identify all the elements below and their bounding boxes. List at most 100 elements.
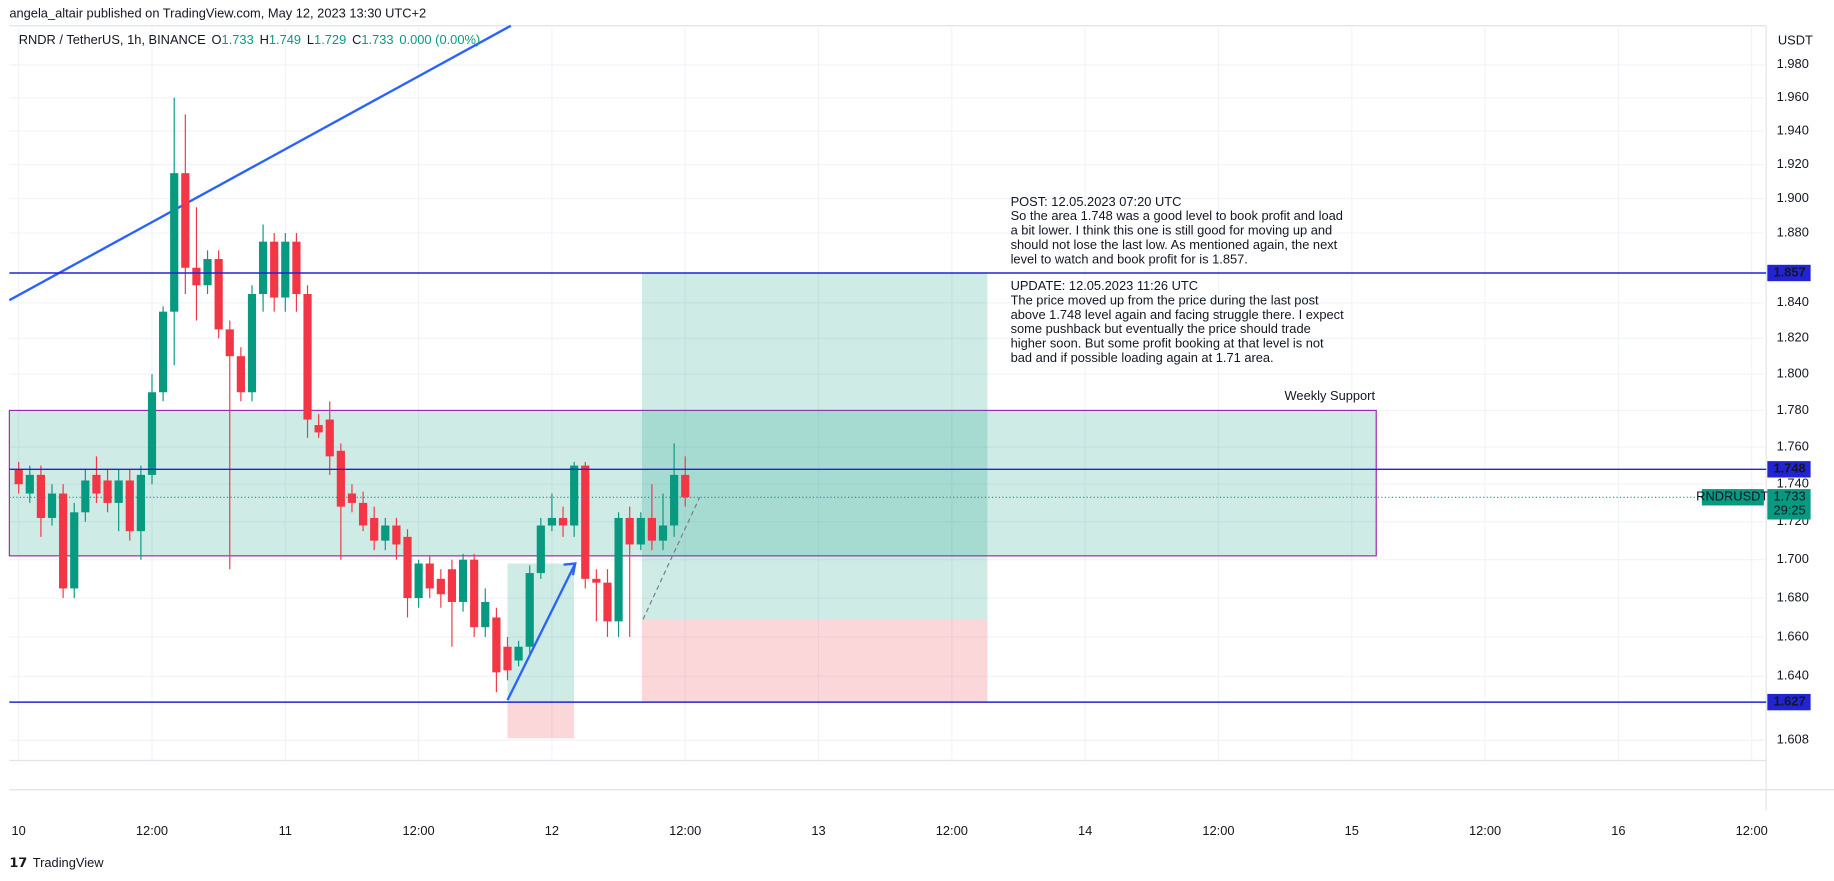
legend-item: O — [212, 32, 222, 47]
candle-body — [481, 601, 490, 628]
x-tick-label: 12 — [545, 823, 559, 838]
support-zone — [8, 409, 1377, 557]
y-tick-label: 1.960 — [1777, 89, 1809, 104]
legend-item: 1.733 — [222, 32, 254, 47]
candle-body — [325, 419, 334, 457]
y-tick-label: 1.900 — [1777, 190, 1809, 205]
legend-item: 1.733 — [361, 32, 393, 47]
y-tick-label: 1.760 — [1777, 438, 1809, 453]
candle-body — [47, 493, 57, 518]
candle-body — [192, 267, 201, 286]
candle-body — [558, 517, 568, 526]
candle-body — [270, 241, 279, 298]
y-tick-label: 1.820 — [1777, 330, 1809, 345]
y-tick-label: 1.660 — [1777, 628, 1809, 643]
price-label-box — [1767, 264, 1811, 282]
x-tick-label: 12:00 — [1736, 823, 1768, 838]
last-price-label: 1.733 — [1773, 489, 1805, 504]
candle-body — [225, 329, 234, 357]
x-tick-label: 10 — [12, 823, 26, 838]
candle-body — [514, 646, 523, 661]
candle-body — [614, 517, 623, 622]
candle-body — [114, 480, 123, 503]
candle-body — [303, 294, 312, 420]
candle-body — [670, 474, 679, 526]
candle-body — [292, 241, 301, 295]
y-tick-label: 1.700 — [1777, 551, 1809, 566]
x-tick-label: 12:00 — [136, 823, 168, 838]
candle-body — [381, 525, 390, 541]
candle-body — [314, 425, 323, 433]
candle-body — [92, 474, 101, 494]
price-label: 1.748 — [1773, 461, 1805, 476]
x-tick-label: 12:00 — [1202, 823, 1234, 838]
candle-body — [236, 356, 245, 393]
legend-item: 1.729 — [314, 32, 346, 47]
arrow — [506, 562, 577, 701]
candle-body — [492, 617, 501, 673]
y-tick-label: 1.680 — [1777, 589, 1809, 604]
loss-area — [641, 619, 988, 703]
note-line: some pushback but eventually the price s… — [1011, 321, 1311, 336]
y-tick-label: 1.880 — [1777, 224, 1809, 239]
countdown-label: 29:25 — [1773, 503, 1805, 518]
y-tick-label: 1.980 — [1777, 56, 1809, 71]
candle-body — [636, 517, 645, 545]
candle-body — [570, 465, 579, 526]
footer-logo: TradingView — [33, 855, 104, 870]
note-line: should not lose the last low. As mention… — [1011, 237, 1338, 252]
note-line: bad and if possible loading again at 1.7… — [1011, 350, 1274, 365]
candle-body — [392, 525, 401, 545]
candle-body — [414, 563, 423, 599]
y-tick-label: 1.640 — [1777, 668, 1809, 683]
candle-body — [159, 311, 168, 393]
candle-body — [358, 502, 368, 526]
note-line: level to watch and book profit for is 1.… — [1011, 251, 1248, 266]
legend: RNDR / TetherUS, 1h, BINANCE O1.733 H1.749… — [19, 32, 480, 47]
y-unit: USDT — [1778, 32, 1813, 47]
candle-body — [203, 259, 212, 286]
candle-body — [136, 474, 145, 532]
note-line: POST: 12.05.2023 07:20 UTC — [1011, 194, 1182, 209]
arrow-head — [563, 562, 577, 576]
x-tick-label: 16 — [1611, 823, 1625, 838]
loss-area — [507, 702, 575, 739]
candle-body — [336, 450, 345, 507]
dashed-line — [642, 497, 701, 620]
candle-body — [25, 474, 34, 494]
y-tick-label: 1.800 — [1777, 366, 1809, 381]
price-label: 1.857 — [1773, 264, 1805, 279]
x-tick-label: 12:00 — [1469, 823, 1501, 838]
note-line: UPDATE: 12.05.2023 11:26 UTC — [1011, 278, 1198, 293]
y-tick-label: 1.740 — [1777, 476, 1809, 491]
candle-body — [370, 517, 379, 541]
published: angela_altair published on TradingView.c… — [9, 5, 426, 20]
price-label-box — [1767, 693, 1811, 711]
symbol-label-box — [1701, 489, 1764, 506]
candle-body — [425, 563, 434, 589]
candle-body — [247, 294, 257, 393]
candle-body — [625, 517, 634, 545]
note-line: higher soon. But some profit booking at … — [1011, 336, 1324, 351]
candle-body — [125, 480, 134, 532]
candle-body — [447, 569, 457, 602]
candle-body — [258, 241, 268, 295]
legend-item: C — [352, 32, 361, 47]
x-tick-label: 13 — [811, 823, 825, 838]
note-line: above 1.748 level again and facing strug… — [1011, 307, 1345, 322]
y-tick-label: 1.940 — [1777, 122, 1809, 137]
price-label: 1.627 — [1773, 694, 1805, 709]
candle-body — [592, 578, 601, 583]
x-tick-label: 12:00 — [936, 823, 968, 838]
candle-body — [536, 525, 545, 574]
x-tick-label: 12:00 — [403, 823, 435, 838]
candle-body — [214, 259, 223, 330]
candle-body — [436, 578, 445, 595]
y-tick-label: 1.920 — [1777, 156, 1809, 171]
candle-body — [36, 474, 46, 518]
last-price-box — [1767, 489, 1811, 520]
symbol-label: RNDRUSDT — [1696, 489, 1768, 504]
